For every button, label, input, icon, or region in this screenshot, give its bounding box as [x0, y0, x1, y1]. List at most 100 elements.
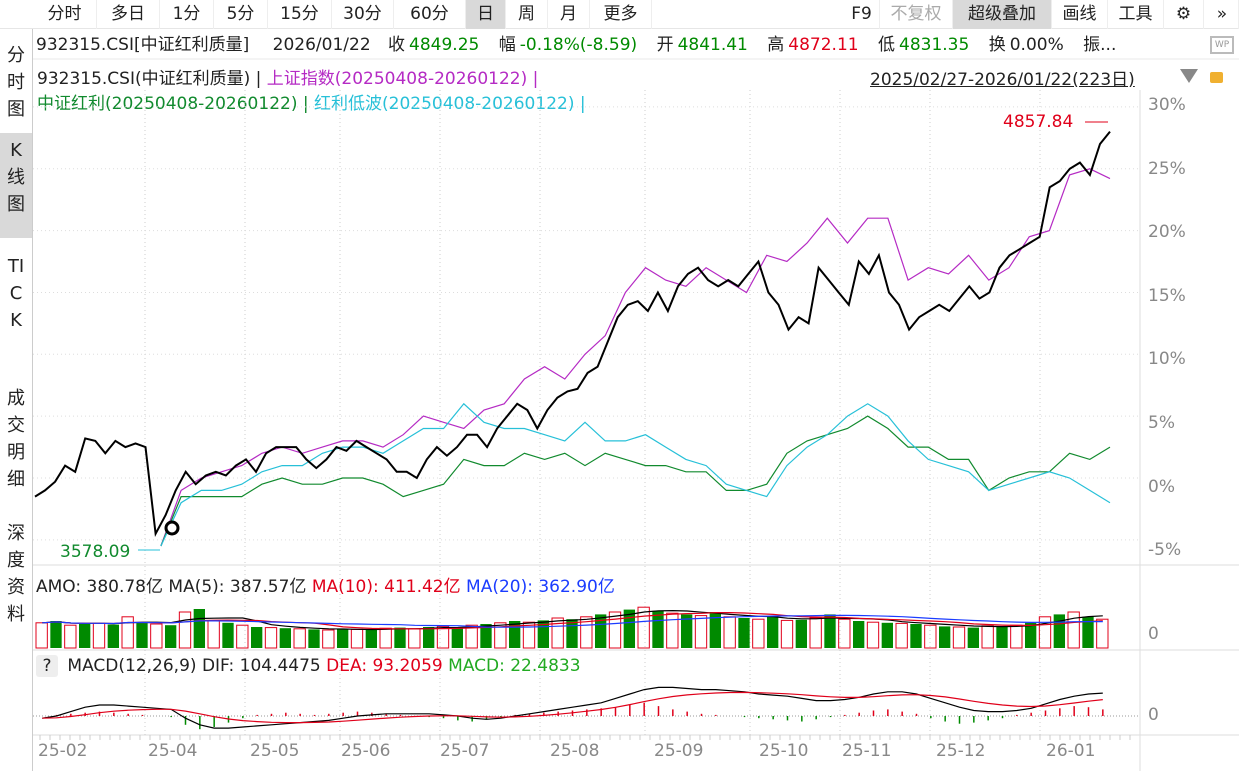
period-tab-2[interactable]: 1分 [160, 0, 214, 29]
vol-ma10: MA(10): 411.42亿 [311, 577, 461, 597]
dropdown-triangle-icon[interactable] [1180, 69, 1198, 83]
toolbar-button-3[interactable]: 画线 [1052, 0, 1108, 29]
main-series-line [34, 130, 1111, 537]
y-tick-label: 30% [1148, 95, 1186, 115]
volume-bar [337, 628, 349, 648]
volume-bar [895, 622, 908, 649]
turnover-label: 换 [988, 35, 1006, 55]
period-tab-10[interactable]: 更多 [590, 0, 652, 29]
y-tick-label: 20% [1148, 222, 1186, 243]
vol-ma20: MA(20): 362.90亿 [466, 577, 615, 597]
legend-main[interactable]: 932315.CSI(中证红利质量) | [37, 69, 262, 89]
volume-bar [709, 612, 721, 648]
x-tick-label: 25-06 [341, 741, 391, 761]
period-tab-6[interactable]: 60分 [394, 0, 466, 29]
period-tab-8[interactable]: 周 [506, 0, 548, 29]
volume-bar [308, 629, 320, 648]
volume-bar [981, 625, 994, 649]
sidebar-item-2[interactable]: TICK [0, 249, 32, 354]
macd-dif: DIF: 104.4475 [201, 656, 321, 676]
volume-bar [522, 621, 536, 649]
toolbar-button-4[interactable]: 工具 [1108, 0, 1164, 29]
volume-bar [494, 622, 507, 649]
volume-bar [423, 627, 435, 648]
x-tick-label: 25-04 [148, 741, 198, 761]
sidebar-item-1[interactable]: K线图 [0, 133, 32, 238]
macd-dea-line [42, 691, 1103, 724]
period-tab-1[interactable]: 多日 [97, 0, 160, 29]
toolbar-button-1[interactable]: 不复权 [880, 0, 953, 29]
period-tab-5[interactable]: 30分 [332, 0, 394, 29]
volume-bar [394, 627, 406, 648]
volume-bar [150, 623, 163, 649]
sidebar: 分时图 K线图 TICK 成交明细深度资料 [0, 29, 33, 771]
volume-bar [236, 624, 249, 649]
sidebar-item-0[interactable]: 分时图 [0, 38, 32, 128]
volume-bar [824, 614, 836, 648]
volume-bar [952, 626, 966, 649]
period-tab-4[interactable]: 15分 [268, 0, 332, 29]
volume-ma10-line [42, 611, 1103, 630]
gear-icon[interactable]: ⚙ [1164, 0, 1204, 29]
volume-bar [436, 625, 450, 649]
volume-bar [264, 627, 278, 649]
toolbar-button-2[interactable]: 超级叠加 [953, 0, 1052, 29]
x-tick-label: 25-11 [842, 741, 892, 761]
period-toolbar: 分时 多日 1分 5分 15分 30分 60分日周月更多 F9 不复权 超级叠加 画线 工具 ⚙» [0, 0, 1239, 29]
x-tick-label: 25-08 [550, 741, 600, 761]
legend-csi-dividend[interactable]: 中证红利(20250408-20260122) | [37, 94, 309, 114]
date-range-selector[interactable]: 2025/02/27-2026/01/22(223日) [870, 70, 1135, 90]
volume-bar [1053, 614, 1065, 648]
volume-bar [408, 628, 421, 649]
x-tick-label: 25-12 [936, 741, 986, 761]
volume-bar [1067, 611, 1080, 649]
volume-bar [251, 627, 263, 648]
wp-icon[interactable]: WP [1210, 36, 1234, 54]
legend-dividend-low-vol[interactable]: 红利低波(20250408-20260122) | [314, 94, 586, 114]
y-tick-label: 25% [1148, 158, 1186, 179]
volume-bar [924, 624, 937, 649]
amo-value: AMO: 380.78亿 [36, 577, 163, 597]
volume-bar [207, 620, 220, 649]
dividend-low-vol-line [160, 402, 1111, 547]
security-code: 932315.CSI[中证红利质量] [36, 35, 250, 55]
volume-bar [780, 619, 794, 649]
sidebar-item-3[interactable]: 成交明细 [0, 381, 32, 501]
period-tab-0[interactable]: 分时 [33, 0, 97, 29]
volume-bar [637, 606, 650, 649]
volume-bar [136, 622, 148, 648]
sidebar-item-4[interactable]: 深度资料 [0, 516, 32, 626]
volume-bar [165, 625, 177, 648]
volume-bar [580, 616, 593, 649]
legend-shanghai-index[interactable]: 上证指数(20250408-20260122) | [266, 69, 539, 89]
macd-title[interactable]: MACD(12,26,9) [67, 656, 197, 676]
x-tick-label: 25-10 [759, 741, 809, 761]
macd-value: MACD: 22.4833 [448, 656, 581, 676]
vol-ma5: MA(5): 387.57亿 [168, 577, 307, 597]
macd-help-button[interactable]: ? [36, 655, 58, 677]
volume-bar [910, 624, 922, 648]
volume-bar [465, 624, 478, 649]
x-tick-label: 25-05 [250, 741, 300, 761]
volume-bar [795, 619, 807, 648]
sidebar-item-label: 成交明细 [7, 388, 25, 490]
y-tick-label: 15% [1148, 285, 1186, 306]
volume-bar [1038, 616, 1052, 649]
volume-bar [178, 611, 192, 649]
amplitude-label: 振... [1083, 35, 1117, 55]
unlock-icon[interactable] [1210, 72, 1223, 83]
volume-header: AMO: 380.78亿 MA(5): 387.57亿 MA(10): 411.… [36, 572, 615, 597]
period-tab-3[interactable]: 5分 [214, 0, 268, 29]
macd-axis-zero: 0 [1148, 705, 1159, 725]
y-tick-label: 10% [1148, 349, 1186, 370]
macd-header: ? MACD(12,26,9) DIF: 104.4475 DEA: 93.20… [36, 655, 581, 677]
period-tab-9[interactable]: 月 [548, 0, 590, 29]
toolbar-button-0[interactable]: F9 [844, 0, 880, 29]
volume-bar [752, 618, 765, 649]
volume-bar [322, 629, 335, 649]
volume-bar [694, 615, 708, 649]
period-tab-7[interactable]: 日 [466, 0, 506, 29]
macd-dea: DEA: 93.2059 [326, 656, 443, 676]
low-label: 低 [878, 35, 895, 55]
